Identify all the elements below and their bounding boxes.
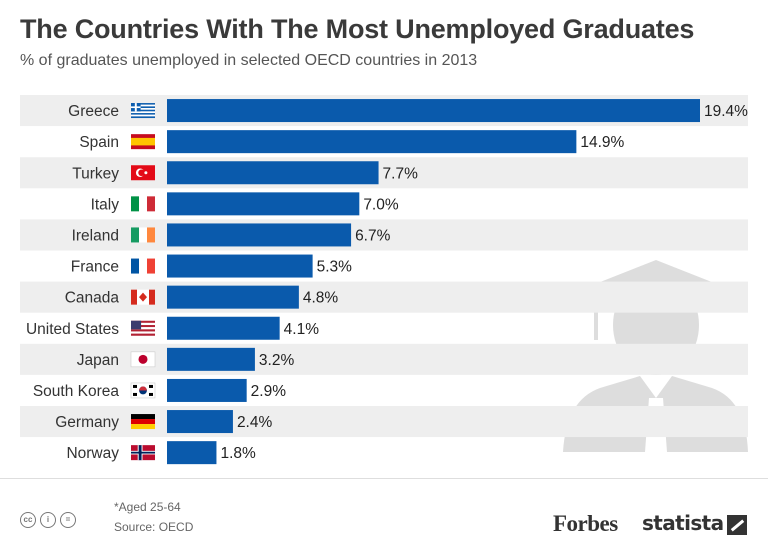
category-label: South Korea	[33, 383, 120, 400]
bar[interactable]	[167, 161, 379, 185]
category-label: Canada	[65, 290, 120, 307]
bar[interactable]	[167, 130, 577, 154]
attribution-icon[interactable]: i	[40, 512, 56, 528]
footnote: *Aged 25-64	[114, 500, 181, 514]
category-labels: Greece Spain Turkey Italy Ireland France Canad…	[26, 103, 119, 462]
south-korea-flag-icon	[130, 382, 156, 399]
value-label: 6.7%	[355, 227, 391, 244]
license-icons: cc i =	[20, 512, 76, 528]
category-label: Spain	[79, 134, 119, 151]
category-label: Greece	[68, 103, 119, 120]
bar[interactable]	[167, 285, 299, 309]
bar[interactable]	[167, 410, 233, 434]
germany-flag-icon	[131, 414, 155, 430]
value-label: 7.7%	[383, 165, 419, 182]
statista-logo[interactable]: statista	[642, 511, 724, 535]
value-label: 4.1%	[284, 321, 320, 338]
no-derivatives-icon[interactable]: =	[60, 512, 76, 528]
value-label: 2.9%	[251, 383, 287, 400]
ireland-flag-icon	[131, 227, 155, 243]
forbes-logo[interactable]: Forbes	[553, 511, 618, 536]
norway-flag-icon	[131, 445, 155, 461]
chart-title: The Countries With The Most Unemployed G…	[20, 14, 695, 44]
category-label: Italy	[91, 196, 120, 213]
cc-icon[interactable]: cc	[20, 512, 36, 528]
category-label: Ireland	[72, 227, 119, 244]
japan-flag-icon	[130, 351, 156, 368]
row-stripe	[20, 281, 748, 313]
chart-subtitle: % of graduates unemployed in selected OE…	[20, 52, 478, 69]
category-label: Japan	[77, 352, 119, 369]
row-stripe	[20, 406, 748, 438]
footer: cc i = *Aged 25-64 Source: OECD Forbes s…	[0, 478, 768, 547]
statista-logo-icon[interactable]	[727, 515, 747, 535]
bars	[167, 99, 700, 465]
value-label: 19.4%	[704, 103, 748, 120]
value-label: 4.8%	[303, 290, 339, 307]
bar[interactable]	[167, 441, 217, 465]
spain-flag-icon	[131, 134, 155, 150]
category-label: Germany	[55, 414, 119, 431]
graduate-tassel	[594, 300, 598, 340]
italy-flag-icon	[131, 196, 155, 212]
footer-divider	[0, 478, 768, 479]
category-label: Turkey	[72, 165, 119, 182]
bar[interactable]	[167, 99, 700, 123]
value-label: 14.9%	[580, 134, 624, 151]
value-label: 2.4%	[237, 414, 273, 431]
value-label: 1.8%	[220, 445, 256, 462]
value-label: 5.3%	[317, 259, 353, 276]
bar[interactable]	[167, 316, 280, 340]
bar[interactable]	[167, 192, 360, 216]
bar[interactable]	[167, 223, 352, 247]
france-flag-icon	[131, 258, 155, 274]
flags	[130, 103, 156, 461]
united-states-flag-icon	[131, 320, 155, 336]
canada-flag-icon	[131, 289, 155, 305]
bar[interactable]	[167, 378, 247, 402]
value-label: 3.2%	[259, 352, 295, 369]
bar[interactable]	[167, 347, 255, 371]
row-stripe	[20, 343, 748, 375]
value-labels: 19.4% 14.9% 7.7% 7.0% 6.7%5.3% 4.8% 4.1% 3.2% 2.…	[220, 103, 748, 462]
source-text[interactable]: Source: OECD	[114, 520, 194, 534]
greece-flag-icon	[131, 103, 155, 119]
value-label: 7.0%	[363, 196, 399, 213]
category-label: United States	[26, 321, 119, 338]
category-label: Norway	[66, 445, 119, 462]
turkey-flag-icon	[131, 165, 155, 181]
category-label: France	[71, 259, 119, 276]
bar[interactable]	[167, 254, 313, 278]
